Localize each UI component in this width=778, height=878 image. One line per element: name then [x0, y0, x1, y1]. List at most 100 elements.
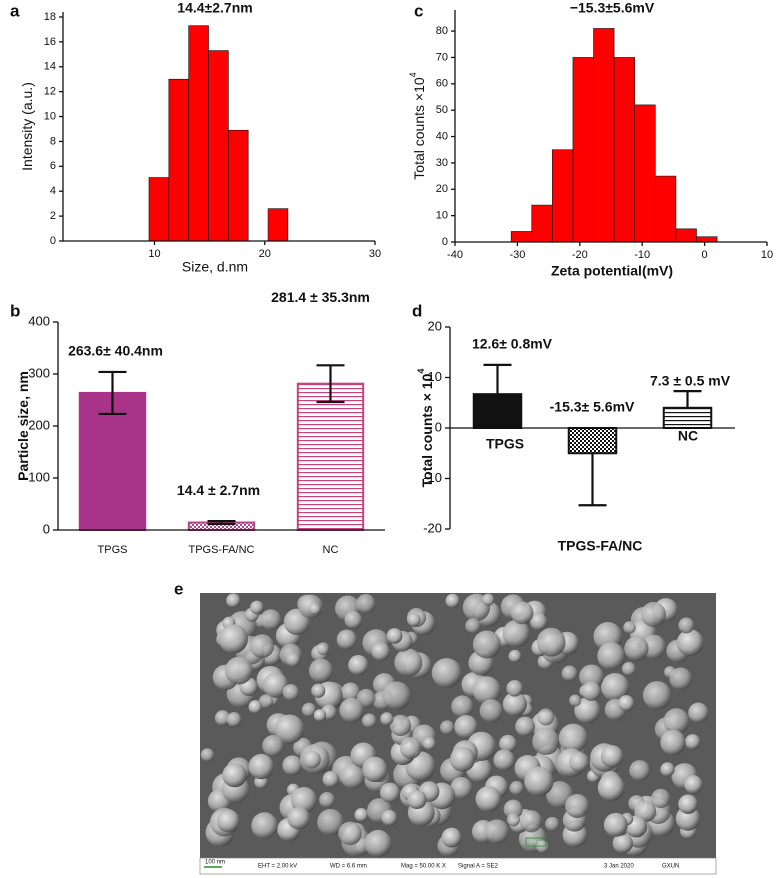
annotation: 7.3 ± 0.5 mV	[650, 373, 731, 389]
error-bar	[578, 453, 607, 507]
particle	[431, 658, 462, 688]
histogram-bar	[148, 177, 170, 242]
particle	[506, 813, 521, 827]
operator: GXUN	[662, 864, 679, 870]
particle	[225, 656, 253, 685]
y-axis-label: Intensity (a.u.)	[19, 82, 35, 171]
particle	[479, 699, 503, 723]
particle	[629, 760, 651, 781]
x-tick-label: -20	[572, 249, 588, 261]
scale-bar-label: 100 nm	[205, 860, 225, 866]
y-tick-label: 12	[44, 86, 56, 98]
particle	[524, 766, 554, 796]
particle	[532, 727, 560, 756]
x-axis-label: Size, d.nm	[182, 259, 248, 275]
particle	[515, 716, 535, 737]
particle	[316, 642, 330, 656]
particle	[603, 812, 628, 837]
particle	[407, 790, 427, 810]
particle	[311, 683, 326, 698]
particle	[530, 612, 548, 631]
histogram-bar	[593, 28, 615, 243]
particle	[371, 642, 390, 661]
particle	[258, 694, 274, 709]
value-label: 281.4 ± 35.3nm	[271, 289, 370, 305]
particle	[536, 627, 566, 657]
histogram-bar	[613, 57, 636, 243]
y-tick-label: 10	[428, 369, 442, 384]
x-tick-label: 10	[761, 249, 773, 261]
y-tick-label: 200	[28, 417, 50, 432]
particle	[475, 786, 502, 812]
particle	[503, 799, 523, 819]
y-axis-label-text: Intensity (a.u.)	[19, 82, 35, 171]
y-tick-label: 20	[428, 318, 442, 333]
particle	[454, 714, 478, 739]
inset-scale-label: 100 nm	[529, 839, 543, 844]
y-tick-label: 50	[436, 104, 448, 116]
y-tick-label: 100	[28, 469, 50, 484]
histogram-bar	[655, 175, 677, 243]
y-tick-label: 300	[28, 365, 50, 380]
y-tick-label: 60	[436, 78, 448, 90]
particle	[394, 648, 423, 677]
y-tick-label: 8	[50, 135, 56, 147]
sem-info-bar	[199, 857, 717, 875]
particle	[493, 749, 515, 771]
particle	[364, 829, 392, 858]
particle	[386, 628, 403, 644]
panel-letter: d	[412, 301, 422, 320]
histogram-bar	[510, 231, 533, 243]
particle	[597, 642, 625, 670]
particle	[301, 702, 317, 717]
error-bar	[98, 370, 127, 416]
particle	[618, 695, 635, 712]
y-tick-label: 6	[50, 160, 56, 172]
y-axis-label: Total counts ×104	[408, 72, 426, 179]
particle	[287, 806, 310, 830]
y-tick-label: 2	[50, 210, 56, 222]
particle	[600, 745, 624, 768]
particle	[581, 681, 601, 701]
particle	[451, 695, 474, 718]
error-bar	[483, 363, 512, 395]
particle	[344, 611, 363, 629]
error-bar	[207, 520, 236, 526]
particle	[250, 600, 264, 615]
x-tick-label: TPGS	[98, 544, 128, 556]
particle	[200, 748, 215, 762]
particle	[482, 593, 495, 606]
y-tick-label: 70	[436, 51, 448, 63]
particle	[290, 787, 317, 814]
signal: Signal A = SE2	[458, 864, 499, 870]
particle	[445, 593, 460, 608]
particle	[340, 682, 361, 702]
y-axis-label-text: Total counts ×10	[411, 77, 427, 180]
y-tick-label: 400	[28, 313, 50, 328]
particle	[508, 649, 522, 663]
chart-title: 14.4±2.7nm	[177, 0, 252, 16]
y-tick-label: 20	[436, 183, 448, 195]
y-tick-label: 14	[44, 61, 56, 73]
particle	[558, 723, 588, 753]
y-tick-label: 0	[435, 419, 442, 434]
particle	[226, 712, 242, 727]
particle	[379, 782, 400, 803]
particle	[506, 680, 523, 697]
histogram-bar	[634, 104, 656, 243]
bar	[472, 393, 523, 430]
y-tick-label: 18	[44, 11, 56, 23]
histogram-bar	[208, 50, 229, 242]
x-tick-label: -10	[634, 249, 650, 261]
x-tick-label: 20	[259, 248, 271, 260]
eht: EHT = 2.00 kV	[258, 864, 297, 870]
particle	[338, 821, 362, 846]
particle	[336, 629, 357, 650]
particle	[502, 692, 527, 717]
particle	[251, 812, 278, 839]
value-label: 263.6± 40.4nm	[68, 343, 163, 359]
particle	[313, 709, 327, 722]
histogram-bar	[552, 149, 574, 243]
particle	[440, 720, 455, 735]
histogram-bar	[531, 204, 553, 243]
